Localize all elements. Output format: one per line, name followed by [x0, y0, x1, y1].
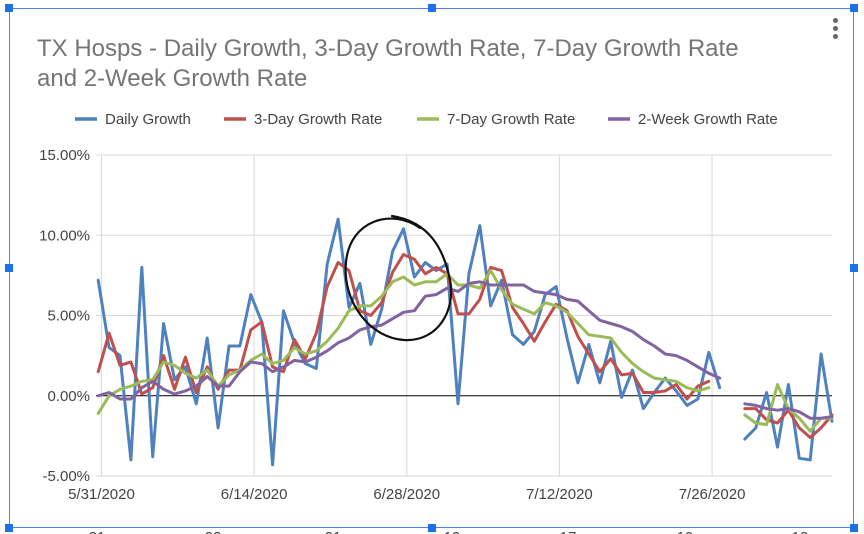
- x-axis-ticks: 5/31/2020 6/14/2020 6/28/2020 7/12/2020 7/26…: [68, 486, 745, 503]
- chart-legend: Daily Growth 3-Day Growth Rate 7-Day Growt…: [75, 111, 778, 128]
- resize-handle-bottom-center[interactable]: [428, 524, 436, 532]
- y-tick-label: -5.00%: [42, 468, 90, 485]
- series-line-2-week-growth-rate-segment-1: [96, 280, 722, 401]
- x-tick-label: 5/31/2020: [68, 486, 135, 503]
- hand-drawn-circle-annotation: [344, 214, 453, 342]
- x-tick-label: 7/26/2020: [679, 486, 746, 503]
- legend-label-2-week-growth-rate: 2-Week Growth Rate: [638, 111, 778, 128]
- legend-label-daily-growth: Daily Growth: [105, 111, 191, 128]
- series-line-2-week-growth-rate-segment-2: [743, 402, 834, 420]
- x-tick-label: 6/28/2020: [373, 486, 440, 503]
- x-tick-label: 7/12/2020: [526, 486, 593, 503]
- resize-handle-middle-left[interactable]: [5, 264, 13, 272]
- bottom-strip-label: 19: [444, 529, 461, 534]
- bottom-axis-strip: 31 22 21 19 17 19 12: [89, 529, 809, 534]
- y-tick-label: 5.00%: [47, 308, 90, 325]
- bottom-strip-label: 19: [677, 529, 694, 534]
- resize-handle-top-left[interactable]: [5, 4, 13, 12]
- resize-handle-top-right[interactable]: [850, 4, 858, 12]
- series-line-7-day-growth-rate-segment-1: [96, 269, 711, 415]
- chart-title-line-1: TX Hosps - Daily Growth, 3-Day Growth Ra…: [37, 35, 739, 62]
- y-tick-label: 15.00%: [39, 147, 90, 164]
- legend-label-7-day-growth-rate: 7-Day Growth Rate: [447, 111, 575, 128]
- bottom-strip-label: 17: [560, 529, 577, 534]
- x-tick-label: 6/14/2020: [221, 486, 288, 503]
- bottom-strip-label: 31: [89, 529, 106, 534]
- chart-title-line-2: and 2-Week Growth Rate: [37, 65, 308, 92]
- y-tick-label: 10.00%: [39, 227, 90, 244]
- resize-handle-top-center[interactable]: [428, 4, 436, 12]
- bottom-strip-label: 21: [325, 529, 342, 534]
- chart-menu-icon[interactable]: [829, 18, 841, 46]
- resize-handle-bottom-left[interactable]: [5, 524, 13, 532]
- legend-label-3-day-growth-rate: 3-Day Growth Rate: [254, 111, 382, 128]
- chart-title: TX Hosps - Daily Growth, 3-Day Growth Ra…: [37, 34, 837, 94]
- bottom-strip-label: 12: [792, 529, 809, 534]
- resize-handle-middle-right[interactable]: [850, 264, 858, 272]
- resize-handle-bottom-right[interactable]: [850, 524, 858, 532]
- y-axis-ticks: 15.00% 10.00% 5.00% 0.00% -5.00%: [39, 147, 90, 485]
- data-series: [96, 217, 834, 467]
- bottom-strip-label: 22: [205, 529, 222, 534]
- y-tick-label: 0.00%: [47, 388, 90, 405]
- series-line-daily-growth-segment-2: [743, 352, 834, 462]
